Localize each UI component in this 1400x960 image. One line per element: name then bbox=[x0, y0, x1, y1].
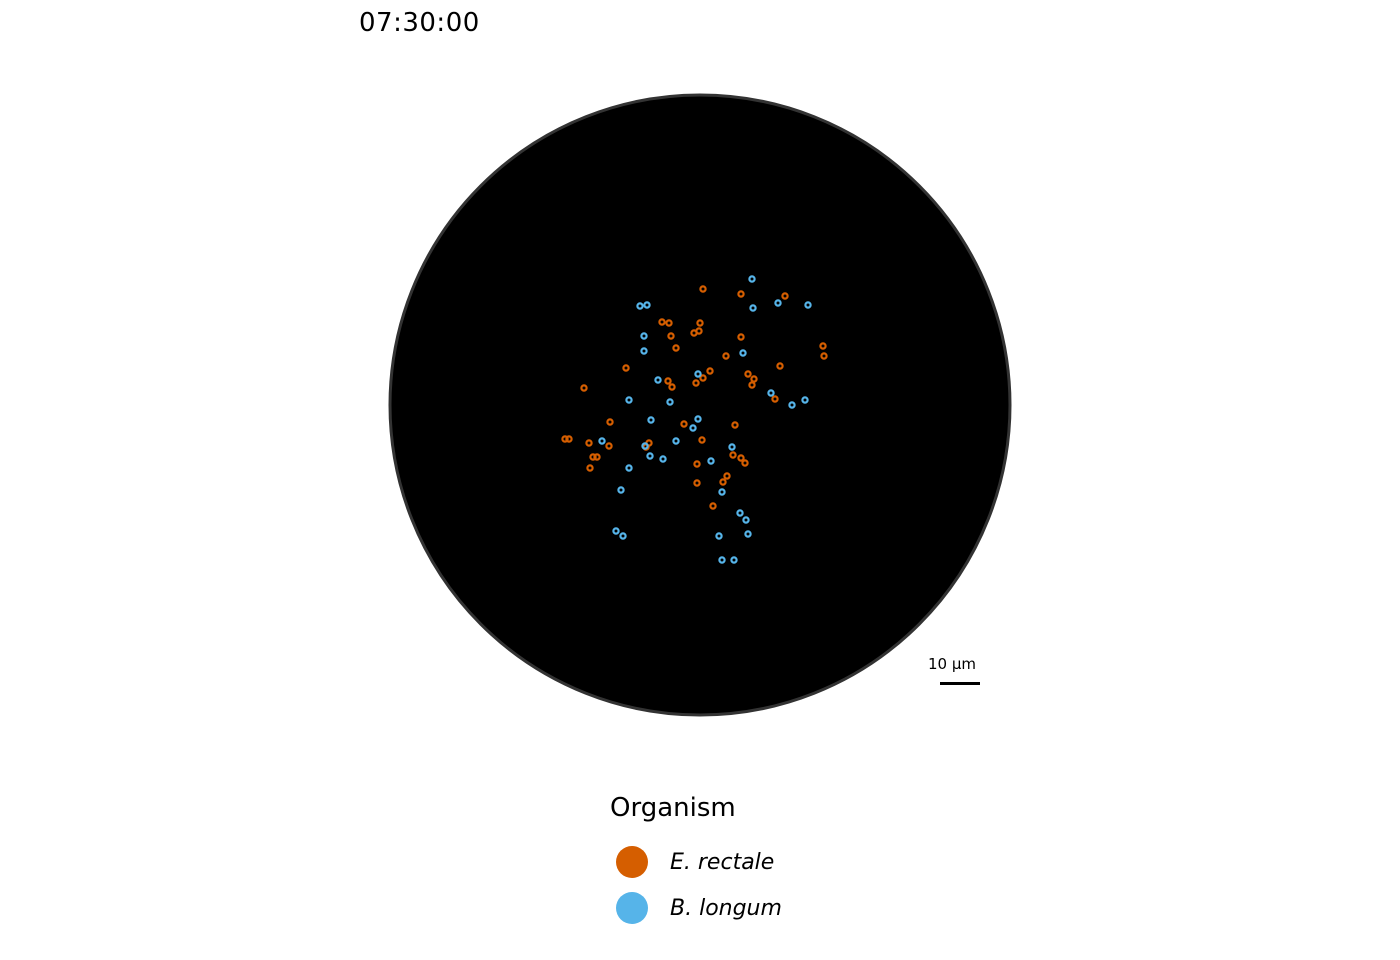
cell-point-e-rectale-14 bbox=[722, 352, 730, 360]
cell-point-e-rectale-23 bbox=[750, 375, 758, 383]
cell-point-b-longum-30 bbox=[742, 516, 750, 524]
cell-point-b-longum-1 bbox=[636, 302, 644, 310]
cell-point-b-longum-2 bbox=[643, 301, 651, 309]
legend-item-b-longum: B. longum bbox=[610, 885, 782, 931]
cell-point-b-longum-33 bbox=[715, 532, 723, 540]
domain-disc bbox=[388, 93, 1012, 717]
cell-point-e-rectale-4 bbox=[696, 319, 704, 327]
cell-points bbox=[561, 275, 828, 564]
cell-point-e-rectale-26 bbox=[606, 418, 614, 426]
cell-point-b-longum-17 bbox=[694, 415, 702, 423]
cell-point-e-rectale-41 bbox=[693, 460, 701, 468]
cell-point-e-rectale-12 bbox=[820, 352, 828, 360]
cell-point-b-longum-23 bbox=[646, 452, 654, 460]
cell-point-e-rectale-30 bbox=[565, 435, 573, 443]
cell-point-b-longum-12 bbox=[801, 396, 809, 404]
scale-bar bbox=[940, 682, 980, 685]
cell-point-e-rectale-19 bbox=[664, 377, 672, 385]
cell-point-b-longum-18 bbox=[689, 424, 697, 432]
cell-point-e-rectale-44 bbox=[719, 478, 727, 486]
cell-point-b-longum-34 bbox=[744, 530, 752, 538]
cell-point-e-rectale-38 bbox=[729, 451, 737, 459]
legend: Organism E. rectale B. longum bbox=[610, 793, 782, 931]
cell-point-e-rectale-1 bbox=[737, 290, 745, 298]
cell-point-e-rectale-6 bbox=[665, 319, 673, 327]
cell-point-b-longum-32 bbox=[619, 532, 627, 540]
cell-point-b-longum-27 bbox=[617, 486, 625, 494]
cell-point-b-longum-13 bbox=[788, 401, 796, 409]
cell-point-e-rectale-7 bbox=[690, 329, 698, 337]
cell-point-e-rectale-39 bbox=[737, 454, 745, 462]
cell-point-b-longum-36 bbox=[730, 556, 738, 564]
cell-point-e-rectale-37 bbox=[593, 453, 601, 461]
cell-point-b-longum-14 bbox=[625, 396, 633, 404]
cell-point-b-longum-35 bbox=[718, 556, 726, 564]
cell-point-b-longum-21 bbox=[641, 442, 649, 450]
cell-point-e-rectale-16 bbox=[692, 379, 700, 387]
legend-swatch-b-longum bbox=[616, 892, 648, 924]
cell-point-e-rectale-42 bbox=[586, 464, 594, 472]
cell-point-b-longum-20 bbox=[672, 437, 680, 445]
timestamp: 07:30:00 bbox=[359, 8, 480, 38]
cell-point-e-rectale-43 bbox=[723, 472, 731, 480]
cell-point-b-longum-8 bbox=[739, 349, 747, 357]
cell-point-b-longum-0 bbox=[748, 275, 756, 283]
cell-point-b-longum-7 bbox=[640, 347, 648, 355]
cell-point-e-rectale-46 bbox=[709, 502, 717, 510]
cell-point-e-rectale-35 bbox=[698, 436, 706, 444]
cell-point-e-rectale-22 bbox=[744, 370, 752, 378]
cell-point-b-longum-31 bbox=[612, 527, 620, 535]
cell-point-e-rectale-3 bbox=[658, 318, 666, 326]
cell-point-b-longum-15 bbox=[666, 398, 674, 406]
cell-point-b-longum-16 bbox=[647, 416, 655, 424]
legend-label-e-rectale: E. rectale bbox=[670, 849, 775, 875]
cell-point-b-longum-3 bbox=[774, 299, 782, 307]
cell-point-b-longum-9 bbox=[694, 370, 702, 378]
cell-point-e-rectale-24 bbox=[748, 381, 756, 389]
cell-point-e-rectale-15 bbox=[776, 362, 784, 370]
cell-point-e-rectale-25 bbox=[771, 395, 779, 403]
legend-item-e-rectale: E. rectale bbox=[610, 839, 782, 885]
cell-point-e-rectale-31 bbox=[585, 439, 593, 447]
cell-point-b-longum-19 bbox=[598, 437, 606, 445]
cell-point-b-longum-26 bbox=[625, 464, 633, 472]
cell-point-b-longum-11 bbox=[767, 389, 775, 397]
cell-point-e-rectale-18 bbox=[699, 374, 707, 382]
cell-point-b-longum-5 bbox=[749, 304, 757, 312]
cell-point-e-rectale-8 bbox=[667, 332, 675, 340]
cell-point-e-rectale-9 bbox=[672, 344, 680, 352]
cell-point-b-longum-25 bbox=[707, 457, 715, 465]
legend-swatch-e-rectale bbox=[616, 846, 648, 878]
cell-point-e-rectale-2 bbox=[781, 292, 789, 300]
cell-point-e-rectale-45 bbox=[693, 479, 701, 487]
cell-point-e-rectale-32 bbox=[605, 442, 613, 450]
legend-title: Organism bbox=[610, 793, 736, 823]
cell-point-e-rectale-20 bbox=[668, 383, 676, 391]
cell-point-e-rectale-28 bbox=[731, 421, 739, 429]
cell-point-e-rectale-11 bbox=[819, 342, 827, 350]
legend-label-b-longum: B. longum bbox=[670, 895, 782, 921]
cell-point-e-rectale-36 bbox=[589, 453, 597, 461]
cell-point-b-longum-29 bbox=[736, 509, 744, 517]
scale-bar-label: 10 µm bbox=[928, 655, 977, 673]
cell-point-b-longum-6 bbox=[640, 332, 648, 340]
cell-point-b-longum-4 bbox=[804, 301, 812, 309]
cell-point-e-rectale-0 bbox=[699, 285, 707, 293]
cell-point-e-rectale-29 bbox=[561, 435, 569, 443]
cell-point-b-longum-22 bbox=[728, 443, 736, 451]
cell-point-b-longum-10 bbox=[654, 376, 662, 384]
cell-point-e-rectale-13 bbox=[622, 364, 630, 372]
cell-point-e-rectale-17 bbox=[706, 367, 714, 375]
cell-point-e-rectale-27 bbox=[680, 420, 688, 428]
cell-point-b-longum-24 bbox=[659, 455, 667, 463]
cell-point-e-rectale-10 bbox=[737, 333, 745, 341]
cell-point-b-longum-28 bbox=[718, 488, 726, 496]
cell-point-e-rectale-21 bbox=[580, 384, 588, 392]
cell-point-e-rectale-40 bbox=[741, 459, 749, 467]
